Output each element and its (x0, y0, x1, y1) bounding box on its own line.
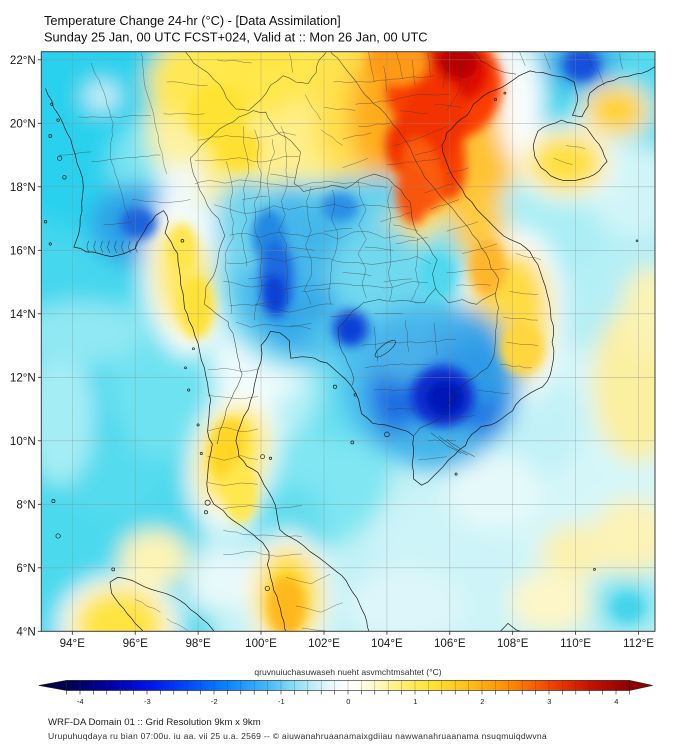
svg-text:1: 1 (413, 697, 417, 706)
svg-text:0: 0 (346, 697, 350, 706)
svg-text:18°N: 18°N (10, 181, 36, 194)
svg-text:22°N: 22°N (10, 54, 36, 67)
svg-text:-1: -1 (278, 697, 285, 706)
svg-text:-4: -4 (77, 697, 84, 706)
svg-text:4: 4 (614, 697, 618, 706)
svg-text:6°N: 6°N (16, 562, 35, 575)
svg-text:94°E: 94°E (60, 637, 86, 650)
svg-text:16°N: 16°N (10, 244, 36, 257)
svg-text:12°N: 12°N (10, 371, 36, 384)
svg-text:2: 2 (480, 697, 484, 706)
svg-text:8°N: 8°N (16, 498, 35, 511)
svg-text:Sunday 25 Jan, 00 UTC FCST+024: Sunday 25 Jan, 00 UTC FCST+024, Valid at… (44, 30, 428, 45)
svg-text:20°N: 20°N (10, 117, 36, 130)
svg-text:106°E: 106°E (434, 637, 466, 650)
svg-text:10°N: 10°N (10, 435, 36, 448)
svg-text:14°N: 14°N (10, 308, 36, 321)
svg-text:110°E: 110°E (560, 637, 591, 650)
svg-text:3: 3 (547, 697, 551, 706)
svg-text:96°E: 96°E (123, 637, 149, 650)
svg-text:qruvnuiuchasuwaseh nueht asvmc: qruvnuiuchasuwaseh nueht asvmchtmsahtet … (254, 667, 441, 677)
svg-text:100°E: 100°E (245, 637, 277, 650)
svg-text:102°E: 102°E (308, 637, 340, 650)
svg-text:112°E: 112°E (623, 637, 654, 650)
svg-text:-2: -2 (211, 697, 218, 706)
svg-text:WRF-DA Domain 01 :: Grid Resol: WRF-DA Domain 01 :: Grid Resolution 9km … (48, 717, 261, 728)
svg-text:Urupuhuqdaya ru bian 07:00u. i: Urupuhuqdaya ru bian 07:00u. iu aa. vii … (48, 731, 547, 741)
svg-text:Temperature Change 24-hr (°C): Temperature Change 24-hr (°C) - [Data As… (44, 13, 341, 28)
svg-text:104°E: 104°E (371, 637, 403, 650)
svg-text:98°E: 98°E (185, 637, 211, 650)
svg-text:108°E: 108°E (497, 637, 529, 650)
svg-text:4°N: 4°N (16, 625, 35, 638)
svg-text:-3: -3 (144, 697, 151, 706)
